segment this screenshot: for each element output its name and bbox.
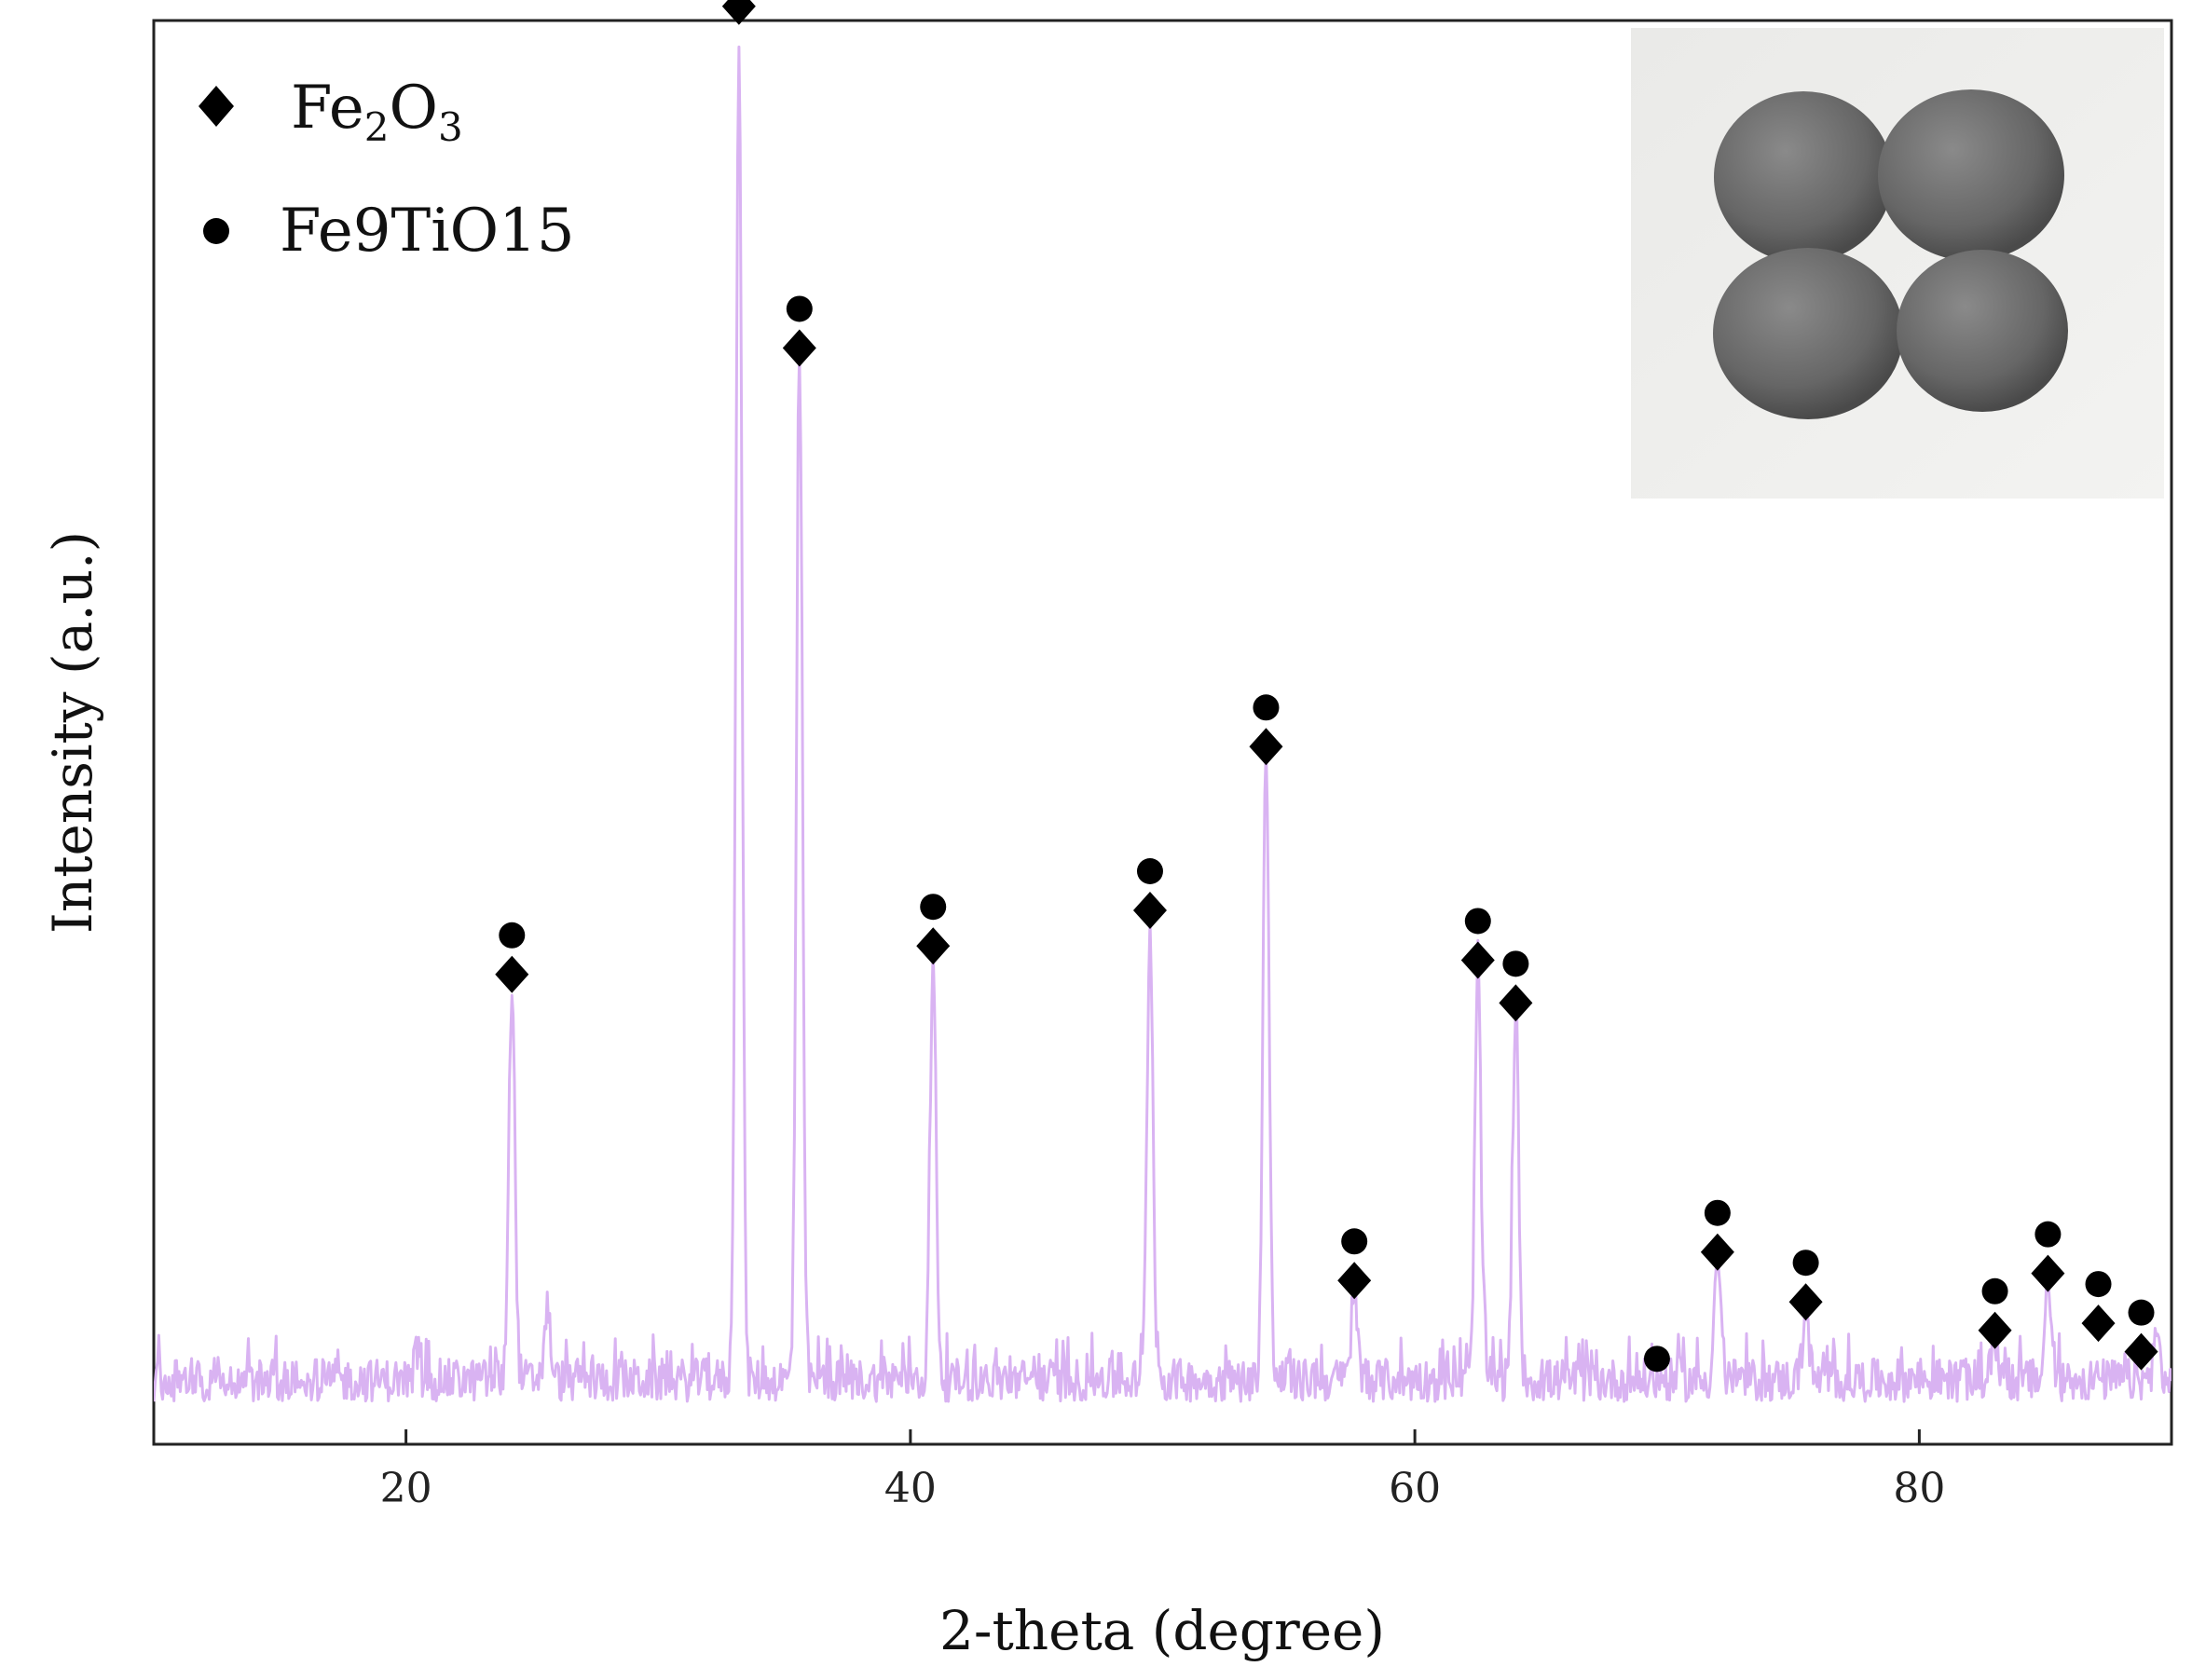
y-axis-title: Intensity (a.u.) — [41, 531, 104, 934]
circle-marker — [2128, 1299, 2155, 1326]
peak-marker — [782, 295, 816, 367]
diamond-marker — [1700, 1233, 1734, 1271]
circle-marker — [2034, 1221, 2062, 1248]
pellet — [1897, 250, 2068, 412]
peak-marker — [2031, 1221, 2065, 1292]
circle-marker — [499, 922, 526, 949]
diamond-marker — [2031, 1254, 2065, 1292]
peak-marker — [2124, 1299, 2158, 1371]
circle-marker — [1253, 694, 1280, 721]
circle-marker — [786, 295, 813, 322]
x-axis-title: 2-theta (degree) — [939, 1599, 1385, 1662]
legend-diamond-marker — [199, 86, 234, 127]
legend-label-fe9tio15: Fe9TiO15 — [280, 197, 575, 266]
diamond-marker — [2081, 1304, 2116, 1343]
circle-marker — [1136, 858, 1163, 884]
peak-marker — [1788, 1250, 1823, 1321]
pellet — [1878, 89, 2064, 261]
legend-label-fe2o3: Fe2O3 — [291, 74, 463, 150]
peak-marker — [1337, 1228, 1372, 1300]
diamond-marker — [721, 0, 756, 25]
peak-marker — [916, 894, 951, 965]
diamond-marker — [1788, 1283, 1823, 1321]
pellet — [1714, 91, 1893, 263]
circle-marker — [1643, 1345, 1670, 1373]
plot-frame — [152, 19, 2173, 1446]
circle-marker — [920, 894, 947, 921]
peak-marker — [1978, 1277, 2012, 1349]
peak-markers — [495, 0, 2158, 1373]
peak-marker — [721, 0, 756, 25]
peak-marker — [1499, 950, 1533, 1022]
diamond-marker — [1978, 1311, 2012, 1349]
legend: Fe2O3 Fe9TiO15 — [199, 74, 575, 266]
xrd-pattern-line — [154, 45, 2171, 1403]
diamond-marker — [1337, 1262, 1372, 1300]
diamond-marker — [1132, 892, 1167, 929]
legend-circle-marker — [203, 218, 229, 244]
circle-marker — [1464, 908, 1491, 935]
peak-marker — [1700, 1199, 1734, 1271]
peak-marker — [495, 922, 529, 993]
circle-marker — [1341, 1228, 1368, 1255]
circle-marker — [1792, 1250, 1819, 1277]
circle-marker — [1502, 950, 1529, 977]
diamond-marker — [2124, 1332, 2158, 1371]
circle-marker — [1981, 1277, 2008, 1304]
diamond-marker — [1499, 984, 1533, 1022]
inset-photo — [1631, 28, 2164, 499]
diamond-marker — [1460, 941, 1495, 979]
peak-marker — [1249, 694, 1283, 766]
peak-marker — [1643, 1345, 1670, 1373]
x-tick-label: 60 — [1389, 1465, 1441, 1512]
x-tick-label: 40 — [884, 1465, 937, 1512]
peak-marker — [1132, 858, 1167, 929]
diamond-marker — [495, 955, 529, 993]
x-ticks: 20 40 60 80 — [380, 1429, 1945, 1512]
peak-marker — [2081, 1271, 2116, 1343]
circle-marker — [1704, 1199, 1731, 1226]
peak-marker — [1460, 908, 1495, 979]
x-tick-label: 80 — [1893, 1465, 1945, 1512]
diamond-marker — [916, 927, 951, 965]
pellet — [1713, 248, 1903, 419]
diamond-marker — [1249, 728, 1283, 766]
circle-marker — [2085, 1271, 2112, 1298]
x-tick-label: 20 — [380, 1465, 432, 1512]
diamond-marker — [782, 329, 816, 367]
